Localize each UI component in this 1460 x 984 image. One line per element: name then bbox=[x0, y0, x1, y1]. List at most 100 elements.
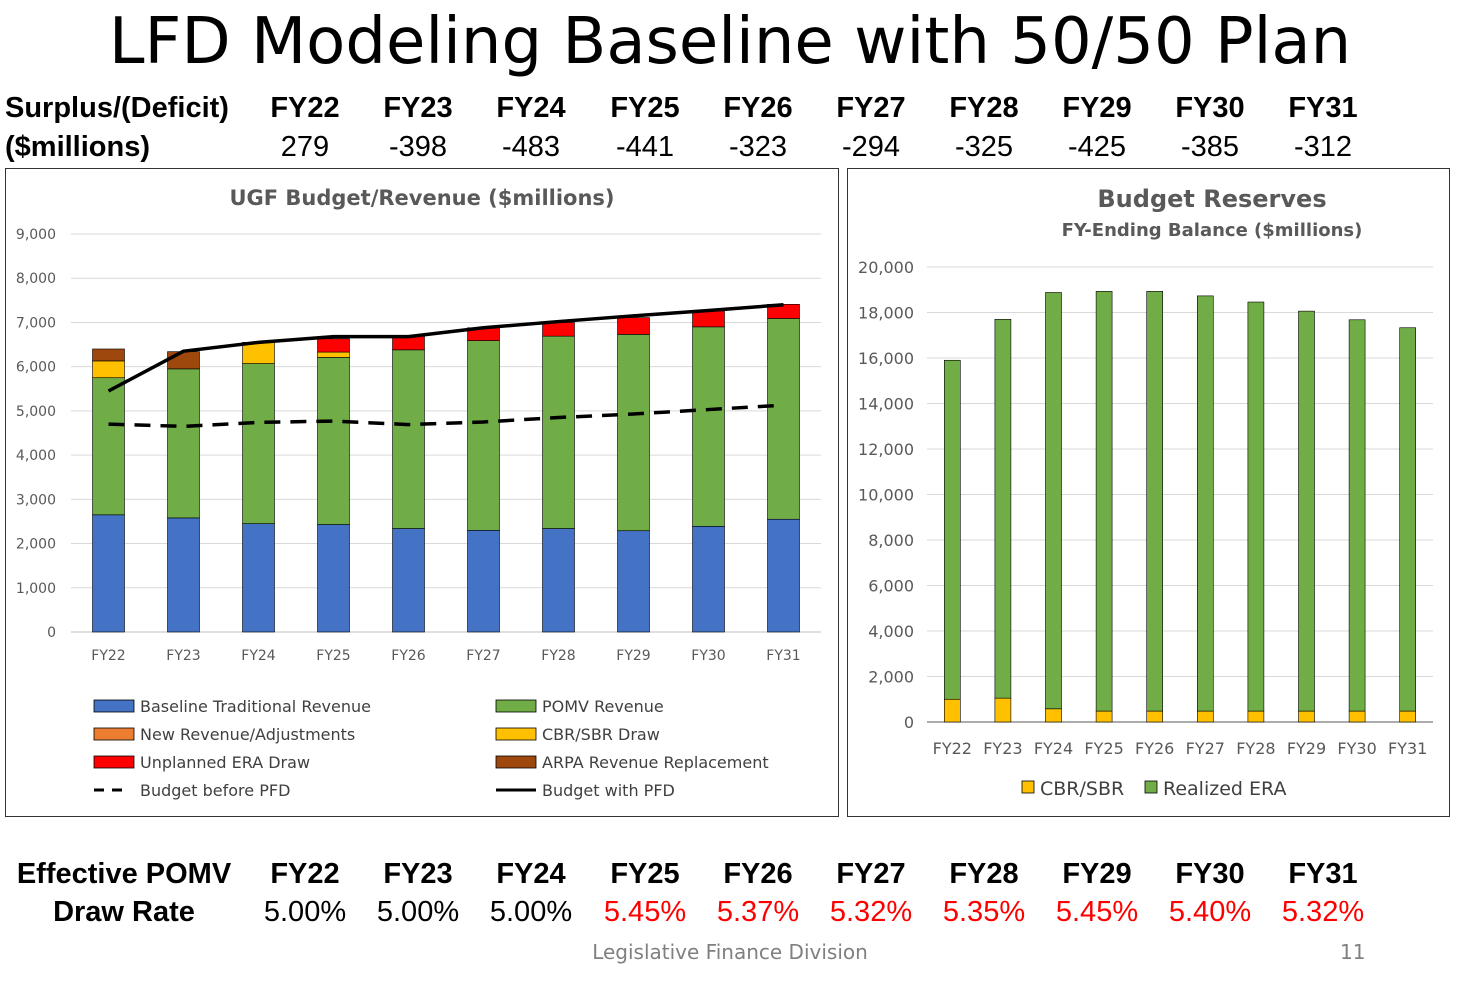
y-tick-label: 3,000 bbox=[16, 492, 56, 508]
y-tick-label: 20,000 bbox=[858, 258, 914, 277]
x-tick-label: FY31 bbox=[1388, 739, 1427, 758]
y-tick-label: 18,000 bbox=[858, 304, 914, 323]
x-tick-label: FY31 bbox=[766, 648, 800, 664]
pomv-rate-value: 5.00% bbox=[263, 896, 347, 928]
surplus-value: -325 bbox=[954, 131, 1014, 163]
bar-segment bbox=[242, 523, 275, 633]
y-tick-label: 0 bbox=[904, 713, 914, 732]
bar-segment bbox=[994, 697, 1012, 723]
legend-label: Unplanned ERA Draw bbox=[140, 753, 310, 772]
bar-segment bbox=[317, 524, 350, 633]
chart-title: UGF Budget/Revenue ($millions) bbox=[229, 186, 614, 210]
year-header: FY25 bbox=[610, 92, 680, 124]
page-number: 11 bbox=[1340, 940, 1366, 964]
x-tick-label: FY30 bbox=[1337, 739, 1376, 758]
year-header: FY27 bbox=[836, 858, 906, 890]
surplus-units-label: ($millions) bbox=[5, 131, 151, 163]
legend-label: Baseline Traditional Revenue bbox=[140, 697, 371, 716]
legend-swatch bbox=[93, 699, 135, 713]
pomv-rate-value: 5.32% bbox=[829, 896, 913, 928]
year-header: FY26 bbox=[723, 858, 793, 890]
budget-with-pfd-line bbox=[107, 303, 784, 393]
y-tick-label: 14,000 bbox=[858, 395, 914, 414]
bar-segment bbox=[1348, 710, 1366, 723]
bar-segment bbox=[1348, 319, 1366, 712]
bar-segment bbox=[242, 342, 275, 364]
x-tick-label: FY23 bbox=[166, 648, 200, 664]
bar-segment bbox=[542, 335, 575, 529]
year-header: FY28 bbox=[949, 858, 1019, 890]
pomv-rate-value: 5.37% bbox=[716, 896, 800, 928]
year-header: FY23 bbox=[383, 92, 453, 124]
bar-segment bbox=[994, 319, 1012, 699]
reserves-chart-panel: Budget Reserves FY-Ending Balance ($milli… bbox=[847, 168, 1450, 817]
bar-segment bbox=[167, 517, 200, 633]
bar-segment bbox=[692, 326, 725, 527]
x-tick-label: FY24 bbox=[1034, 739, 1073, 758]
legend-label: CBR/SBR Draw bbox=[542, 725, 660, 744]
y-tick-label: 2,000 bbox=[868, 668, 914, 687]
x-tick-label: FY23 bbox=[983, 739, 1022, 758]
bar-segment bbox=[1399, 710, 1417, 723]
bar-segment bbox=[1399, 327, 1417, 712]
bar-segment bbox=[1045, 708, 1062, 723]
y-tick-label: 6,000 bbox=[16, 360, 56, 376]
year-header: FY29 bbox=[1062, 858, 1132, 890]
legend-label: ARPA Revenue Replacement bbox=[542, 753, 769, 772]
bar-segment bbox=[467, 340, 500, 531]
x-tick-label: FY26 bbox=[391, 648, 426, 664]
y-tick-label: 4,000 bbox=[868, 622, 914, 641]
pomv-label: Effective POMV bbox=[16, 858, 232, 890]
surplus-value: -483 bbox=[501, 131, 561, 163]
x-tick-label: FY26 bbox=[1135, 739, 1174, 758]
legend-label: Budget with PFD bbox=[542, 781, 675, 800]
budget-before-pfd-line bbox=[108, 403, 784, 429]
surplus-header-row: Surplus/(Deficit) FY22 FY23 FY24 FY25 FY… bbox=[0, 89, 1460, 127]
surplus-value: -312 bbox=[1293, 131, 1353, 163]
bar-segment bbox=[1298, 710, 1315, 723]
y-tick-label: 1,000 bbox=[16, 581, 56, 597]
x-tick-label: FY25 bbox=[316, 648, 350, 664]
bar-segment bbox=[1247, 301, 1265, 712]
bar-segment bbox=[467, 529, 500, 633]
bar-segment bbox=[617, 317, 650, 335]
footer-source: Legislative Finance Division bbox=[592, 940, 868, 964]
legend-label: Budget before PFD bbox=[140, 781, 290, 800]
bar-segment bbox=[392, 528, 425, 633]
x-tick-label: FY27 bbox=[466, 648, 500, 664]
y-tick-label: 5,000 bbox=[16, 404, 56, 420]
legend-swatch bbox=[1021, 780, 1035, 794]
y-tick-label: 10,000 bbox=[858, 486, 914, 505]
year-header: FY27 bbox=[836, 92, 906, 124]
surplus-value: 279 bbox=[280, 131, 330, 163]
pomv-rate-value: 5.00% bbox=[489, 896, 573, 928]
draw-rate-label: Draw Rate bbox=[53, 896, 195, 928]
bar-segment bbox=[767, 518, 800, 633]
bar-segment bbox=[92, 348, 125, 362]
x-tick-label: FY22 bbox=[91, 648, 125, 664]
bar-segment bbox=[92, 377, 125, 516]
bar-segment bbox=[542, 322, 575, 337]
bar-segment bbox=[1247, 710, 1265, 723]
footer: Legislative Finance Division 11 bbox=[0, 938, 1460, 968]
x-tick-label: FY28 bbox=[541, 648, 575, 664]
year-header: FY30 bbox=[1175, 92, 1245, 124]
bar-segment bbox=[242, 363, 275, 524]
bar-segment bbox=[317, 338, 350, 353]
surplus-value: -441 bbox=[615, 131, 675, 163]
legend-swatch bbox=[93, 727, 135, 741]
bar-segment bbox=[1045, 292, 1062, 710]
year-header: FY26 bbox=[723, 92, 793, 124]
pomv-rate-value: 5.32% bbox=[1281, 896, 1365, 928]
legend-swatch bbox=[93, 755, 135, 769]
bar-segment bbox=[1146, 710, 1164, 723]
year-header: FY31 bbox=[1288, 858, 1358, 890]
surplus-value: -294 bbox=[841, 131, 901, 163]
legend-swatch bbox=[495, 699, 537, 713]
x-tick-label: FY25 bbox=[1084, 739, 1123, 758]
surplus-value: -425 bbox=[1067, 131, 1127, 163]
page-title: LFD Modeling Baseline with 50/50 Plan bbox=[108, 5, 1352, 79]
x-tick-label: FY22 bbox=[933, 739, 972, 758]
x-tick-label: FY27 bbox=[1186, 739, 1225, 758]
bar-segment bbox=[1298, 310, 1315, 712]
